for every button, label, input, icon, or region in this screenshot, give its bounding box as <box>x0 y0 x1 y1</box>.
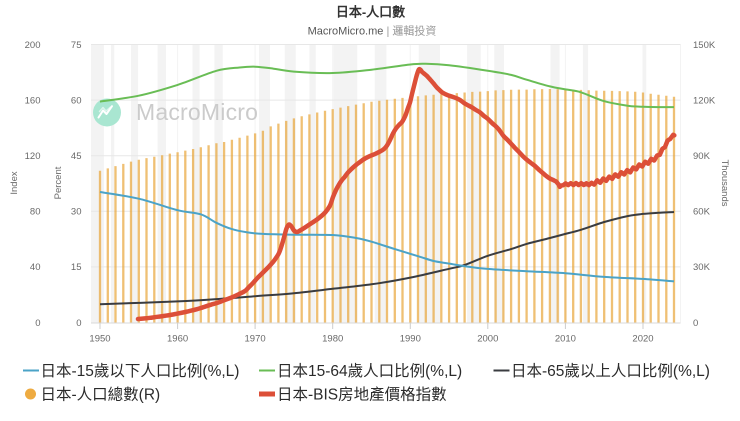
svg-text:160: 160 <box>25 95 41 106</box>
svg-text:30: 30 <box>71 207 82 218</box>
svg-text:1990: 1990 <box>400 334 421 345</box>
svg-text:200: 200 <box>25 40 41 51</box>
svg-text:15: 15 <box>71 262 82 273</box>
svg-text:2010: 2010 <box>555 334 576 345</box>
svg-text:90K: 90K <box>693 151 711 162</box>
svg-text:2020: 2020 <box>632 334 653 345</box>
svg-text:Thousands: Thousands <box>719 159 730 206</box>
svg-text:30K: 30K <box>693 262 711 273</box>
svg-text:60K: 60K <box>693 207 711 218</box>
svg-text:Percent: Percent <box>53 166 64 199</box>
svg-text:60: 60 <box>71 95 82 106</box>
svg-text:80: 80 <box>30 207 41 218</box>
svg-text:120: 120 <box>25 151 41 162</box>
svg-text:40: 40 <box>30 262 41 273</box>
svg-text:120K: 120K <box>693 95 716 106</box>
svg-text:MacroMicro.me | 邏輯投資: MacroMicro.me | 邏輯投資 <box>308 24 437 38</box>
svg-text:1960: 1960 <box>167 334 188 345</box>
svg-text:日本15-64歲人口比例(%,L): 日本15-64歲人口比例(%,L) <box>277 362 462 380</box>
svg-text:0: 0 <box>76 318 81 329</box>
svg-text:1950: 1950 <box>89 334 110 345</box>
svg-text:150K: 150K <box>693 40 716 51</box>
svg-text:日本-人口數: 日本-人口數 <box>336 5 405 20</box>
svg-text:0: 0 <box>35 318 40 329</box>
svg-text:Index: Index <box>9 171 20 194</box>
svg-text:日本-BIS房地產價格指數: 日本-BIS房地產價格指數 <box>277 386 447 404</box>
svg-text:日本-15歲以下人口比例(%,L): 日本-15歲以下人口比例(%,L) <box>41 362 240 380</box>
svg-text:日本-65歲以上人口比例(%,L): 日本-65歲以上人口比例(%,L) <box>511 362 710 380</box>
svg-text:1970: 1970 <box>245 334 266 345</box>
svg-text:2000: 2000 <box>477 334 498 345</box>
svg-text:45: 45 <box>71 151 82 162</box>
svg-text:1980: 1980 <box>322 334 343 345</box>
svg-text:0: 0 <box>693 318 698 329</box>
svg-text:75: 75 <box>71 40 82 51</box>
svg-text:MacroMicro: MacroMicro <box>136 99 258 125</box>
svg-text:日本-人口總數(R): 日本-人口總數(R) <box>41 386 161 404</box>
